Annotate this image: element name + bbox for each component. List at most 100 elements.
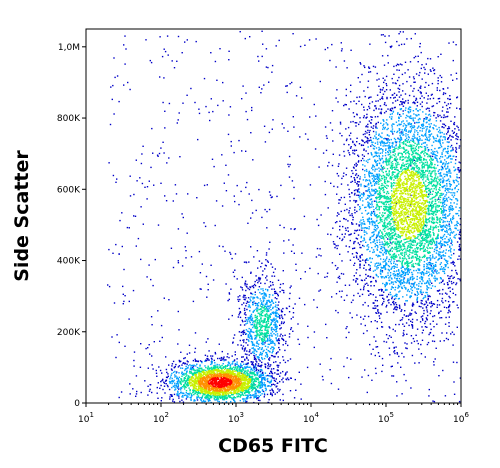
event-dot: [244, 400, 247, 402]
event-dot: [381, 304, 383, 306]
event-dot: [398, 138, 401, 140]
event-dot: [204, 354, 207, 356]
event-dot: [233, 359, 236, 361]
event-dot: [222, 358, 224, 360]
event-dot: [449, 183, 451, 186]
event-dot: [415, 73, 418, 75]
event-dot: [456, 212, 459, 215]
event-dot: [150, 278, 152, 281]
event-dot: [383, 298, 385, 300]
event-dot: [433, 340, 436, 343]
event-dot: [368, 220, 370, 223]
event-dot: [179, 387, 182, 389]
event-dot: [374, 354, 376, 357]
event-dot: [364, 174, 366, 176]
event-dot: [178, 365, 181, 367]
event-dot: [442, 280, 444, 282]
event-dot: [362, 116, 365, 119]
event-dot: [247, 297, 250, 299]
event-dot: [360, 241, 362, 243]
event-dot: [368, 179, 371, 181]
event-dot: [157, 310, 159, 312]
event-dot: [455, 146, 457, 149]
event-dot: [402, 101, 404, 103]
event-dot: [247, 369, 249, 371]
event-dot: [232, 360, 235, 363]
event-dot: [363, 285, 365, 287]
event-dot: [370, 198, 373, 200]
event-dot: [375, 161, 377, 164]
event-dot: [425, 108, 428, 110]
event-dot: [376, 79, 378, 81]
event-dot: [377, 310, 379, 312]
event-dot: [449, 98, 451, 100]
event-dot: [228, 362, 230, 364]
event-dot: [411, 292, 413, 294]
event-dot: [245, 401, 247, 403]
event-dot: [246, 373, 248, 375]
event-dot: [375, 175, 377, 177]
event-dot: [290, 328, 292, 331]
event-dot: [391, 113, 393, 115]
event-dot: [324, 126, 327, 128]
event-dot: [444, 195, 446, 197]
event-dot: [378, 78, 380, 80]
event-dot: [309, 184, 312, 186]
event-dot: [376, 346, 379, 348]
event-dot: [194, 375, 196, 377]
event-dot: [385, 104, 387, 107]
event-dot: [448, 180, 451, 183]
event-dot: [348, 284, 351, 286]
event-dot: [444, 199, 447, 202]
event-dot: [357, 174, 360, 177]
event-dot: [224, 395, 226, 397]
event-dot: [453, 261, 455, 264]
event-dot: [449, 275, 451, 278]
event-dot: [236, 184, 238, 187]
event-dot: [221, 350, 223, 353]
event-dot: [459, 249, 461, 251]
event-dot: [362, 168, 364, 171]
event-dot: [351, 213, 353, 215]
event-dot: [436, 134, 439, 136]
event-dot: [429, 125, 431, 127]
event-dot: [399, 307, 401, 310]
event-dot: [239, 339, 241, 342]
event-dot: [353, 167, 355, 169]
event-dot: [118, 253, 120, 255]
event-dot: [442, 93, 445, 96]
event-dot: [367, 161, 369, 164]
event-dot: [202, 372, 205, 374]
event-dot: [357, 258, 360, 261]
event-dot: [426, 314, 429, 317]
event-dot: [361, 279, 364, 282]
event-dot: [429, 295, 431, 298]
event-dot: [415, 312, 417, 314]
event-dot: [176, 383, 178, 385]
event-dot: [247, 386, 249, 389]
event-dot: [258, 375, 260, 377]
event-dot: [151, 391, 153, 394]
event-dot: [442, 228, 444, 230]
event-dot: [445, 168, 447, 170]
event-dot: [425, 300, 427, 302]
event-dot: [369, 71, 372, 73]
event-dot: [180, 378, 182, 381]
event-dot: [452, 260, 454, 263]
event-dot: [374, 142, 377, 144]
event-dot: [454, 128, 456, 130]
event-dot: [423, 296, 425, 299]
event-dot: [271, 266, 274, 268]
event-dot: [278, 364, 280, 367]
event-dot: [372, 169, 374, 171]
event-dot: [194, 370, 196, 372]
event-dot: [228, 368, 230, 370]
event-dot: [277, 279, 280, 281]
event-dot: [447, 127, 450, 130]
event-dot: [211, 358, 213, 360]
event-dot: [241, 289, 244, 291]
event-dot: [427, 267, 430, 270]
event-dot: [448, 240, 450, 242]
event-dot: [358, 225, 360, 227]
event-dot: [433, 326, 435, 328]
